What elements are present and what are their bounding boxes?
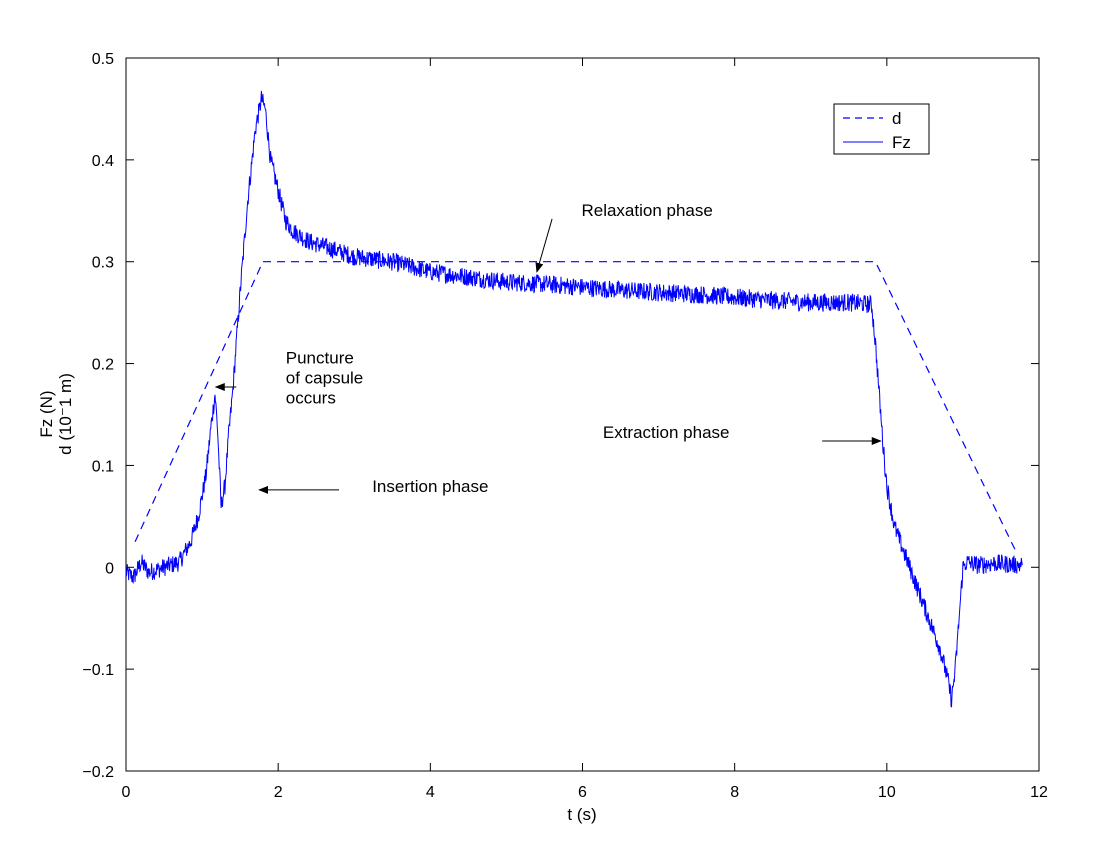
legend-box — [833, 103, 930, 155]
x-tick-label: 12 — [1030, 784, 1048, 801]
legend-label-fz: Fz — [892, 133, 911, 152]
legend: d Fz — [833, 103, 930, 155]
y-tick-label: 0 — [105, 560, 114, 577]
y-tick-label: 0.5 — [92, 51, 114, 68]
y-tick-label: 0.3 — [92, 255, 114, 272]
x-tick-label: 4 — [426, 784, 435, 801]
annotation-relaxation-arrow — [535, 218, 553, 273]
x-tick-label: 6 — [578, 784, 587, 801]
x-tick-label: 8 — [730, 784, 739, 801]
x-tick-label: 0 — [122, 784, 131, 801]
annotation-puncture: Puncture of capsule occurs — [286, 349, 364, 408]
series-d-line — [134, 261, 1017, 553]
annotation-extraction: Extraction phase — [603, 423, 730, 442]
y-tick-label: 0.4 — [92, 153, 114, 170]
series-lines — [125, 90, 1023, 708]
y-tick-label: 0.2 — [92, 357, 114, 374]
series-fz-line — [125, 90, 1023, 708]
axis-ticks: 0 2 4 6 8 10 12 −0.2 −0.1 0 0.1 0.2 0.3 0.4 0.5 — [82, 51, 1048, 801]
x-axis-label: t (s) — [567, 805, 596, 824]
annotations: Relaxation phase Puncture of capsule occurs… — [214, 201, 882, 496]
y-tick-label: 0.1 — [92, 458, 114, 475]
annotation-insertion: Insertion phase — [372, 477, 488, 496]
x-tick-label: 2 — [274, 784, 283, 801]
y-tick-label: −0.1 — [82, 662, 114, 679]
legend-label-d: d — [892, 109, 901, 128]
y-axis-label-line-1: Fz (N) — [37, 390, 56, 437]
annotation-relaxation: Relaxation phase — [581, 201, 712, 220]
y-axis-label-line-2: d (10⁻1 m) — [56, 373, 75, 455]
x-tick-label: 10 — [878, 784, 896, 801]
plot-frame — [125, 57, 1040, 772]
y-tick-label: −0.2 — [82, 764, 114, 781]
